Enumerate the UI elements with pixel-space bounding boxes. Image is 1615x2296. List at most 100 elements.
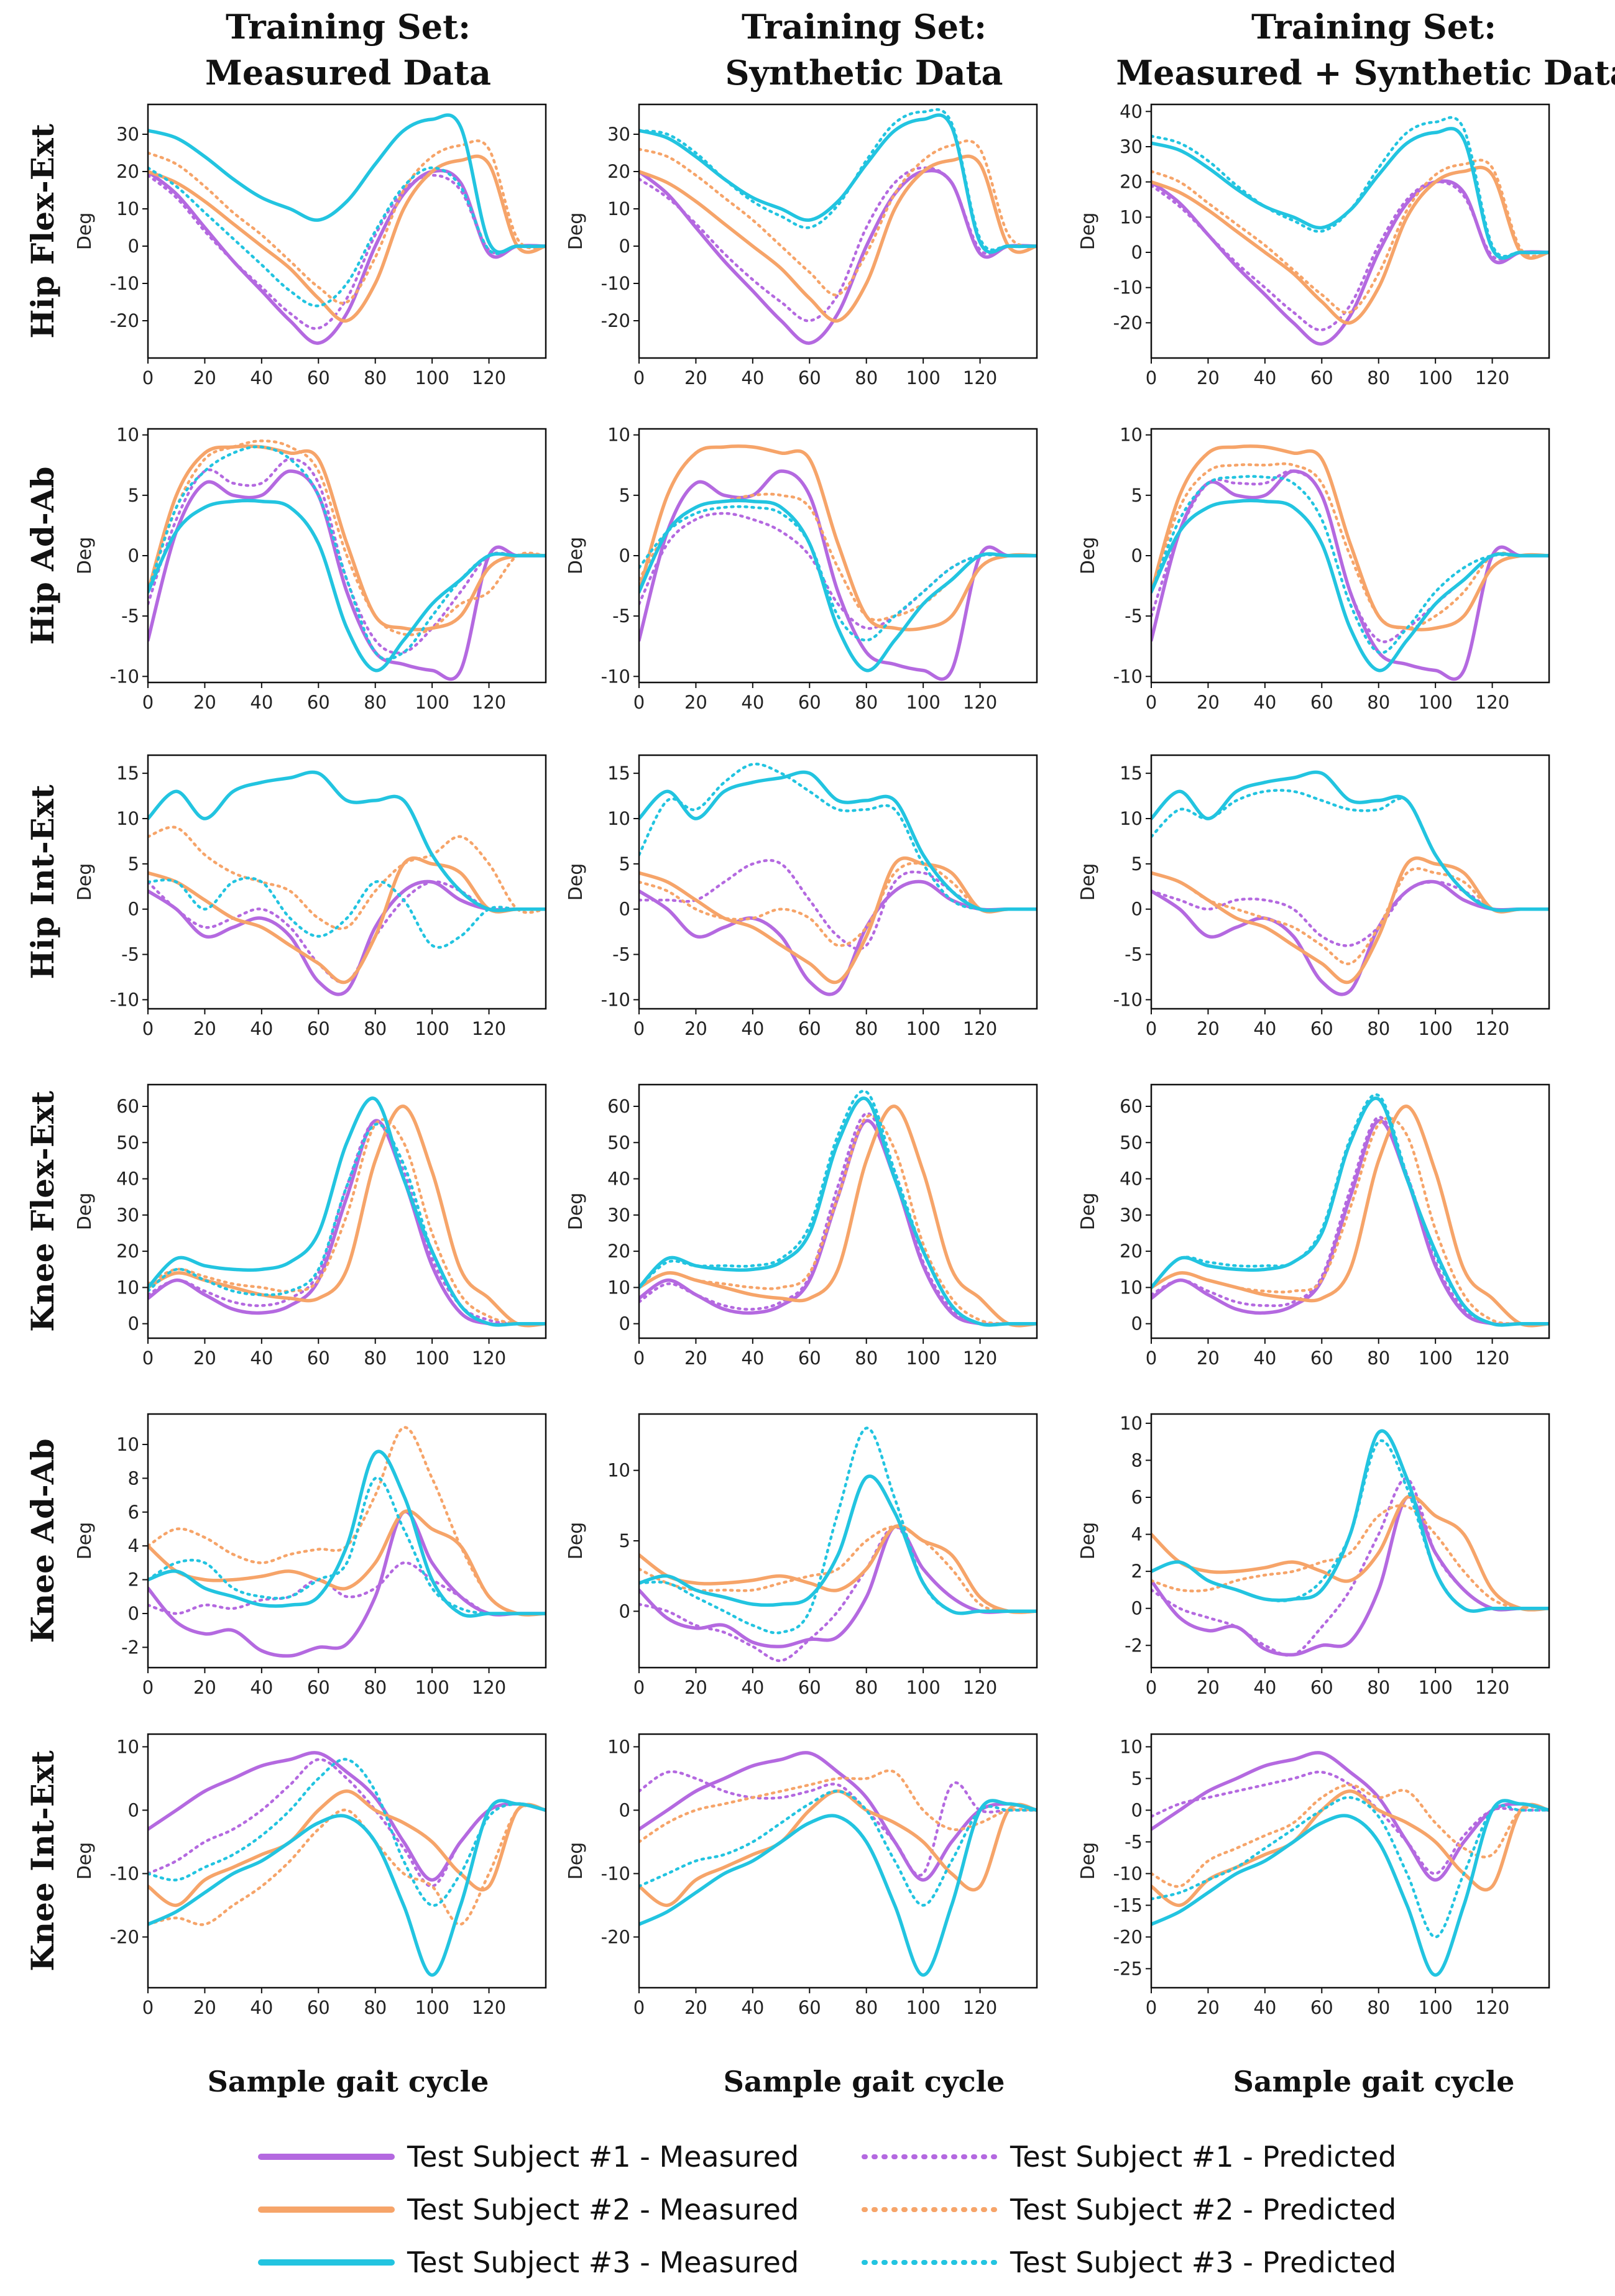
x-tick-label: 100 xyxy=(906,1018,940,1039)
y-axis-label: Deg xyxy=(1077,1193,1099,1231)
y-axis-label: Deg xyxy=(1077,1522,1099,1560)
series-s3-measured xyxy=(148,1799,546,1977)
x-tick-label: 60 xyxy=(798,1348,821,1369)
y-tick-label: -5 xyxy=(1125,605,1143,627)
plot-frame xyxy=(638,754,1038,1010)
y-tick-label: -5 xyxy=(1125,944,1143,965)
x-axis-labels: Sample gait cycle Sample gait cycle Sample… xyxy=(208,2065,1515,2098)
x-tick-label: 20 xyxy=(684,367,707,388)
y-tick-label: -2 xyxy=(121,1637,139,1658)
y-tick-label: 0 xyxy=(128,1603,139,1624)
y-tick-label: 15 xyxy=(607,763,630,784)
y-tick-label: -5 xyxy=(121,605,139,627)
y-tick-label: 50 xyxy=(607,1132,630,1153)
x-tick-label: 120 xyxy=(963,367,997,388)
x-axis-label-col-2: Sample gait cycle xyxy=(724,2065,1005,2098)
series-s2-measured xyxy=(639,856,1037,985)
y-tick-label: 10 xyxy=(1120,1413,1143,1434)
series-s3-predicted xyxy=(148,1476,546,1615)
x-tick-label: 20 xyxy=(684,1997,707,2018)
x-tick-label: 60 xyxy=(798,1018,821,1039)
y-tick-label: -20 xyxy=(601,310,630,331)
x-tick-label: 100 xyxy=(1418,1997,1452,2018)
x-tick-label: 80 xyxy=(855,1018,878,1039)
x-tick-label: 80 xyxy=(1367,1677,1390,1698)
series-s3-predicted xyxy=(148,166,546,308)
x-tick-label: 40 xyxy=(741,367,764,388)
series-group xyxy=(639,1090,1037,1328)
x-tick-label: 100 xyxy=(415,1997,449,2018)
series-s1-measured xyxy=(148,1119,546,1326)
x-tick-label: 40 xyxy=(250,1018,273,1039)
series-s2-measured xyxy=(148,154,546,323)
plot-frame xyxy=(1150,754,1550,1010)
series-s1-measured xyxy=(148,1751,546,1882)
x-tick-label: 120 xyxy=(472,1018,506,1039)
y-tick-label: -10 xyxy=(1113,277,1143,298)
x-tick-label: 60 xyxy=(798,1997,821,2018)
column-title-1-line-1: Training Set: xyxy=(226,7,471,47)
y-axis-label: Deg xyxy=(74,213,96,250)
series-s1-measured xyxy=(148,168,546,345)
series-s1-measured xyxy=(1151,879,1549,996)
x-tick-label: 0 xyxy=(633,1677,645,1698)
x-tick-label: 0 xyxy=(633,692,645,713)
x-tick-label: 40 xyxy=(250,1997,273,2018)
x-tick-label: 100 xyxy=(415,1018,449,1039)
x-tick-label: 60 xyxy=(1310,1348,1333,1369)
y-tick-label: 60 xyxy=(116,1096,139,1117)
x-tick-label: 20 xyxy=(193,367,216,388)
y-tick-label: -10 xyxy=(601,1863,630,1884)
series-s3-predicted xyxy=(1151,1439,1549,1613)
series-s2-predicted xyxy=(639,139,1037,296)
x-tick-label: 60 xyxy=(798,367,821,388)
y-tick-label: 60 xyxy=(607,1096,630,1117)
y-tick-label: 0 xyxy=(619,899,630,920)
y-tick-label: 10 xyxy=(1120,425,1143,446)
y-tick-label: -25 xyxy=(1113,1958,1143,1979)
series-s3-predicted xyxy=(639,1789,1037,1907)
series-s2-predicted xyxy=(1151,867,1549,965)
y-tick-label: 5 xyxy=(1131,853,1143,875)
x-tick-label: 20 xyxy=(193,1997,216,2018)
x-tick-label: 80 xyxy=(1367,1348,1390,1369)
series-s3-predicted xyxy=(148,876,546,949)
x-tick-label: 80 xyxy=(1367,1018,1390,1039)
x-tick-label: 80 xyxy=(1367,367,1390,388)
y-tick-label: -10 xyxy=(110,666,139,687)
x-tick-label: 40 xyxy=(1253,1018,1276,1039)
panel-knee-flex-ext-measured-synthetic-data: 0 10 20 30 40 50 60 0 20 40 60 80 100 120 Deg xyxy=(1077,1083,1550,1369)
row-label-knee-flex-ext: Knee Flex-Ext xyxy=(24,1091,61,1332)
column-title-1-line-2: Measured Data xyxy=(205,53,491,93)
series-s2-measured xyxy=(148,444,546,631)
x-tick-label: 0 xyxy=(142,367,154,388)
x-axis-label-col-3: Sample gait cycle xyxy=(1233,2065,1515,2098)
x-tick-label: 100 xyxy=(1418,1677,1452,1698)
x-tick-label: 100 xyxy=(1418,367,1452,388)
y-tick-label: 30 xyxy=(116,1205,139,1226)
series-s2-measured xyxy=(148,1104,546,1328)
plot-frame xyxy=(1150,1733,1550,1989)
y-tick-label: -10 xyxy=(601,989,630,1010)
y-tick-label: 50 xyxy=(1120,1132,1143,1153)
y-axis-label: Deg xyxy=(565,213,587,250)
series-s1-measured xyxy=(639,469,1037,681)
y-tick-label: 10 xyxy=(1120,1736,1143,1757)
y-tick-label: 0 xyxy=(619,1313,630,1334)
legend-label-s3p: Test Subject #3 - Predicted xyxy=(1010,2246,1396,2279)
y-tick-label: 20 xyxy=(1120,1241,1143,1262)
series-s3-measured xyxy=(1151,1799,1549,1977)
x-tick-label: 20 xyxy=(684,692,707,713)
series-s1-predicted xyxy=(1151,1116,1549,1326)
x-tick-label: 60 xyxy=(307,1997,330,2018)
series-s2-measured xyxy=(639,1524,1037,1614)
x-tick-label: 80 xyxy=(855,1677,878,1698)
series-s3-measured xyxy=(639,1096,1037,1327)
x-tick-label: 20 xyxy=(1197,1018,1220,1039)
series-group xyxy=(148,113,546,345)
y-tick-label: 20 xyxy=(1120,172,1143,193)
x-tick-label: 80 xyxy=(364,1997,387,2018)
